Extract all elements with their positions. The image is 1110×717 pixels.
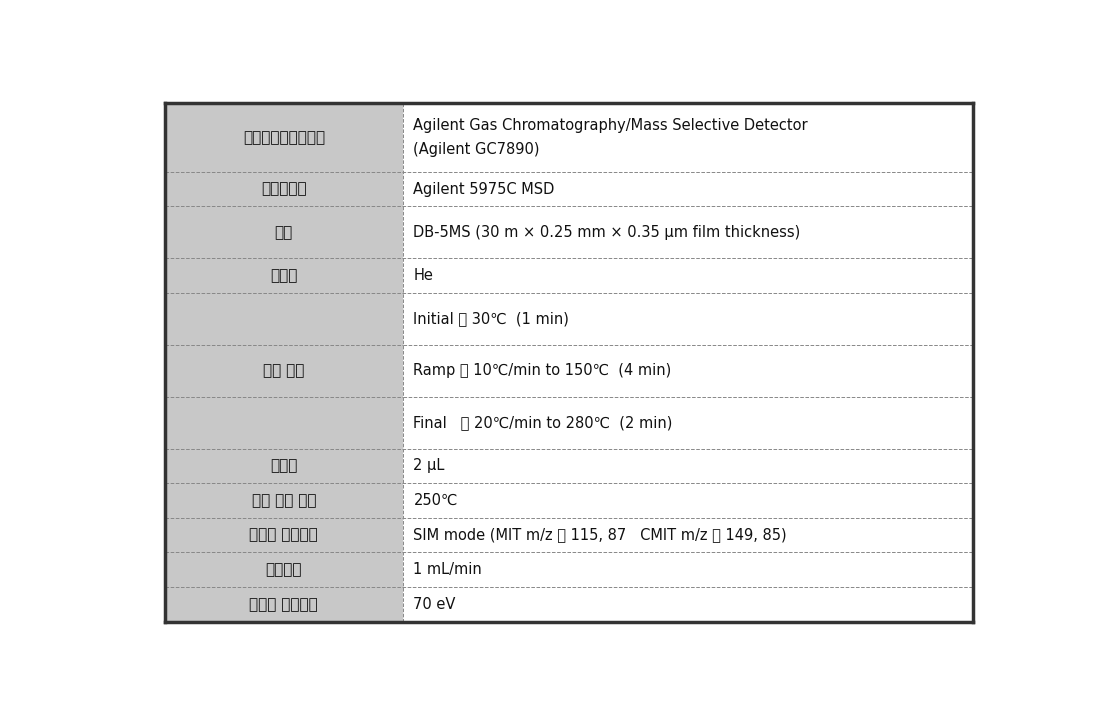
Bar (164, 293, 403, 449)
Text: DB-5MS (30 m × 0.25 mm × 0.35 μm film thickness): DB-5MS (30 m × 0.25 mm × 0.35 μm film th… (413, 225, 800, 240)
Text: 이온화 분석모드: 이온화 분석모드 (250, 528, 319, 543)
Text: Agilent 5975C MSD: Agilent 5975C MSD (413, 181, 555, 196)
Text: 컴럼: 컴럼 (274, 225, 293, 240)
Text: 이온화 불테이지: 이온화 불테이지 (250, 597, 319, 612)
Text: 주입 컴럼 온도: 주입 컴럼 온도 (252, 493, 316, 508)
Bar (164, 518, 403, 552)
Bar (403, 518, 973, 552)
Text: 1 mL/min: 1 mL/min (413, 562, 482, 577)
Text: 70 eV: 70 eV (413, 597, 456, 612)
Text: (Agilent GC7890): (Agilent GC7890) (413, 142, 539, 157)
Text: He: He (413, 268, 433, 283)
Bar (164, 552, 403, 587)
Text: SIM mode (MIT m/z ： 115, 87   CMIT m/z ： 149, 85): SIM mode (MIT m/z ： 115, 87 CMIT m/z ： 1… (413, 528, 787, 543)
Bar (403, 483, 973, 518)
Bar (164, 258, 403, 293)
Bar (164, 449, 403, 483)
Bar (403, 206, 973, 258)
Text: 이동상: 이동상 (270, 268, 297, 283)
Text: Ramp ： 10℃/min to 150℃  (4 min): Ramp ： 10℃/min to 150℃ (4 min) (413, 364, 672, 379)
Bar (403, 587, 973, 622)
Text: Agilent Gas Chromatography/Mass Selective Detector: Agilent Gas Chromatography/Mass Selectiv… (413, 118, 808, 133)
Bar (164, 483, 403, 518)
Bar (403, 449, 973, 483)
Bar (164, 103, 403, 172)
Bar (403, 103, 973, 172)
Bar (403, 293, 973, 449)
Bar (403, 172, 973, 206)
Bar (164, 172, 403, 206)
Text: 기체크로마토그래프: 기체크로마토그래프 (243, 130, 325, 145)
Bar (403, 258, 973, 293)
Text: Initial ： 30℃  (1 min): Initial ： 30℃ (1 min) (413, 311, 569, 326)
Text: 250℃: 250℃ (413, 493, 457, 508)
Bar (403, 552, 973, 587)
Bar (164, 206, 403, 258)
Text: 2 μL: 2 μL (413, 458, 445, 473)
Text: 질량분석기: 질량분석기 (261, 181, 306, 196)
Bar (164, 587, 403, 622)
Text: 가스유속: 가스유속 (265, 562, 302, 577)
Text: 주입량: 주입량 (270, 458, 297, 473)
Text: 컴럼 조건: 컴럼 조건 (263, 364, 304, 379)
Text: Final   ： 20℃/min to 280℃  (2 min): Final ： 20℃/min to 280℃ (2 min) (413, 415, 673, 430)
